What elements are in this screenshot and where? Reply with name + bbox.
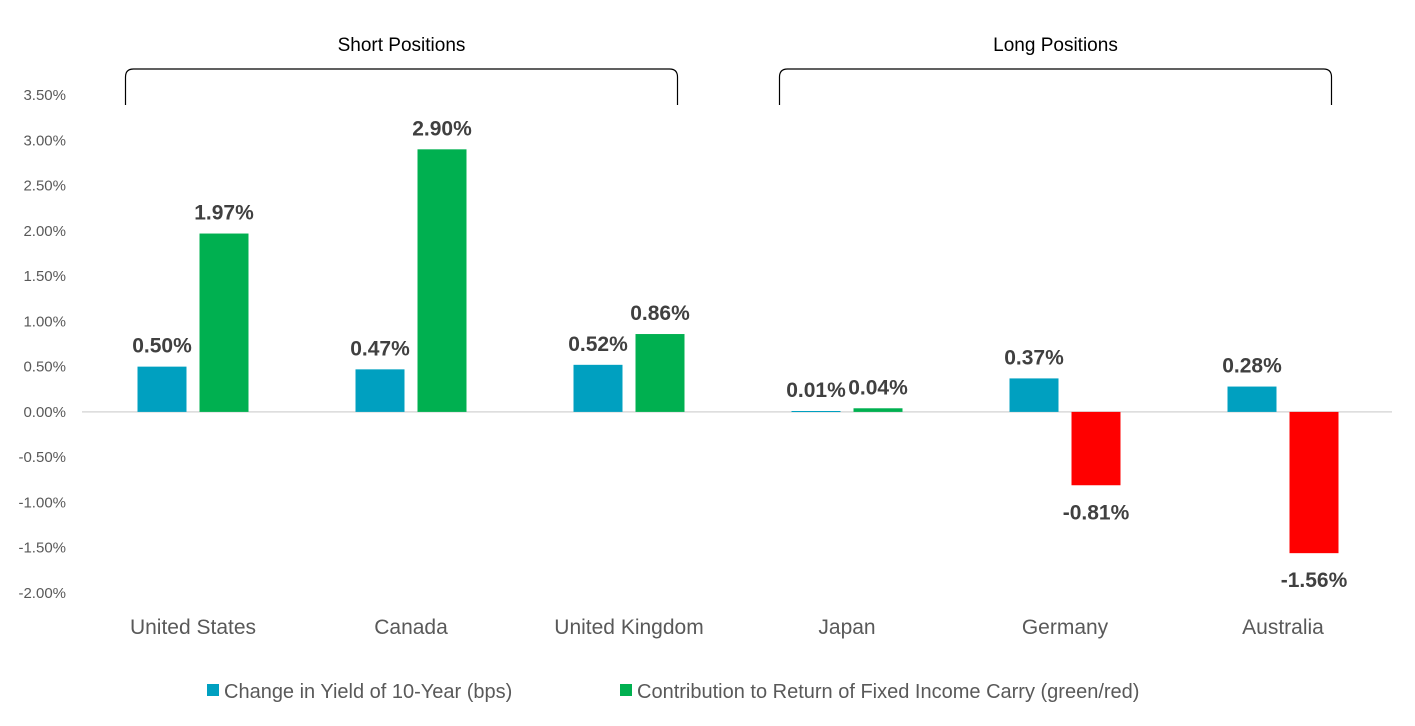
bar-yield-change-australia	[1227, 386, 1277, 412]
y-tick-label: 1.00%	[23, 313, 66, 330]
bracket-short-positions	[124, 68, 679, 105]
y-tick-label: 0.50%	[23, 359, 66, 376]
data-label-carry-contribution-canada: 2.90%	[412, 117, 472, 140]
bars	[137, 149, 1339, 554]
data-label-yield-change-canada: 0.47%	[350, 337, 410, 360]
x-axis: United States Canada United Kingdom Japan Ge…	[130, 616, 1324, 639]
bar-carry-contribution-united-states	[199, 233, 249, 412]
y-tick-label: 0.00%	[23, 404, 66, 421]
data-label-carry-contribution-germany: -0.81%	[1063, 501, 1130, 524]
legend: Change in Yield of 10-Year (bps) Contribu…	[207, 681, 1139, 703]
x-tick-label-australia: Australia	[1242, 616, 1324, 639]
legend-label-carry-contribution: Contribution to Return of Fixed Income C…	[637, 681, 1139, 703]
x-tick-label-canada: Canada	[374, 616, 448, 639]
bar-yield-change-japan	[791, 411, 841, 413]
data-label-carry-contribution-japan: 0.04%	[848, 376, 908, 399]
data-labels: 0.50% 1.97% 0.47% 2.90% 0.52%0.86% 0.01% 0.04%…	[132, 117, 1347, 592]
legend-swatch-carry-contribution	[620, 684, 632, 696]
x-tick-label-germany: Germany	[1022, 616, 1109, 639]
data-label-carry-contribution-australia: -1.56%	[1281, 569, 1348, 592]
data-label-yield-change-germany: 0.37%	[1004, 346, 1064, 369]
x-tick-label-united-states: United States	[130, 616, 256, 639]
bar-carry-contribution-germany	[1071, 411, 1121, 486]
y-tick-label: -0.50%	[18, 449, 66, 466]
bar-yield-change-united-states	[137, 366, 187, 412]
bar-yield-change-germany	[1009, 378, 1059, 412]
y-tick-label: 2.00%	[23, 223, 66, 240]
data-label-carry-contribution-united-states: 1.97%	[194, 202, 254, 225]
y-tick-label: -2.00%	[18, 585, 66, 602]
group-label-long-positions: Long Positions	[993, 35, 1118, 56]
data-label-yield-change-united-states: 0.50%	[132, 335, 192, 358]
y-tick-label: 3.50%	[23, 87, 66, 104]
group-label-short-positions: Short Positions	[338, 35, 466, 56]
legend-label-yield-change: Change in Yield of 10-Year (bps)	[224, 681, 512, 703]
x-tick-label-japan: Japan	[818, 616, 875, 639]
bar-carry-contribution-canada	[417, 149, 467, 412]
position-groups: Short Positions Long Positions	[124, 35, 1333, 105]
x-tick-label-united-kingdom: United Kingdom	[554, 616, 703, 639]
data-label-carry-contribution-united-kingdom: 0.86%	[630, 302, 690, 325]
data-label-yield-change-united-kingdom: 0.52%	[568, 333, 628, 356]
y-tick-label: -1.00%	[18, 494, 66, 511]
y-axis: 3.50% 3.00% 2.50% 2.00% 1.50% 1.00% 0.50% 0.00%…	[18, 87, 66, 602]
bracket-long-positions	[778, 68, 1333, 105]
bar-yield-change-united-kingdom	[573, 364, 623, 412]
legend-swatch-yield-change	[207, 684, 219, 696]
y-tick-label: 2.50%	[23, 178, 66, 195]
bar-carry-contribution-japan	[853, 408, 903, 412]
data-label-yield-change-australia: 0.28%	[1222, 355, 1282, 378]
y-tick-label: 1.50%	[23, 268, 66, 285]
y-tick-label: -1.50%	[18, 540, 66, 557]
bar-carry-contribution-australia	[1289, 411, 1339, 554]
y-tick-label: 3.00%	[23, 132, 66, 149]
bar-carry-contribution-united-kingdom	[635, 334, 685, 412]
data-label-yield-change-japan: 0.01%	[786, 379, 846, 402]
bar-yield-change-canada	[355, 369, 405, 412]
